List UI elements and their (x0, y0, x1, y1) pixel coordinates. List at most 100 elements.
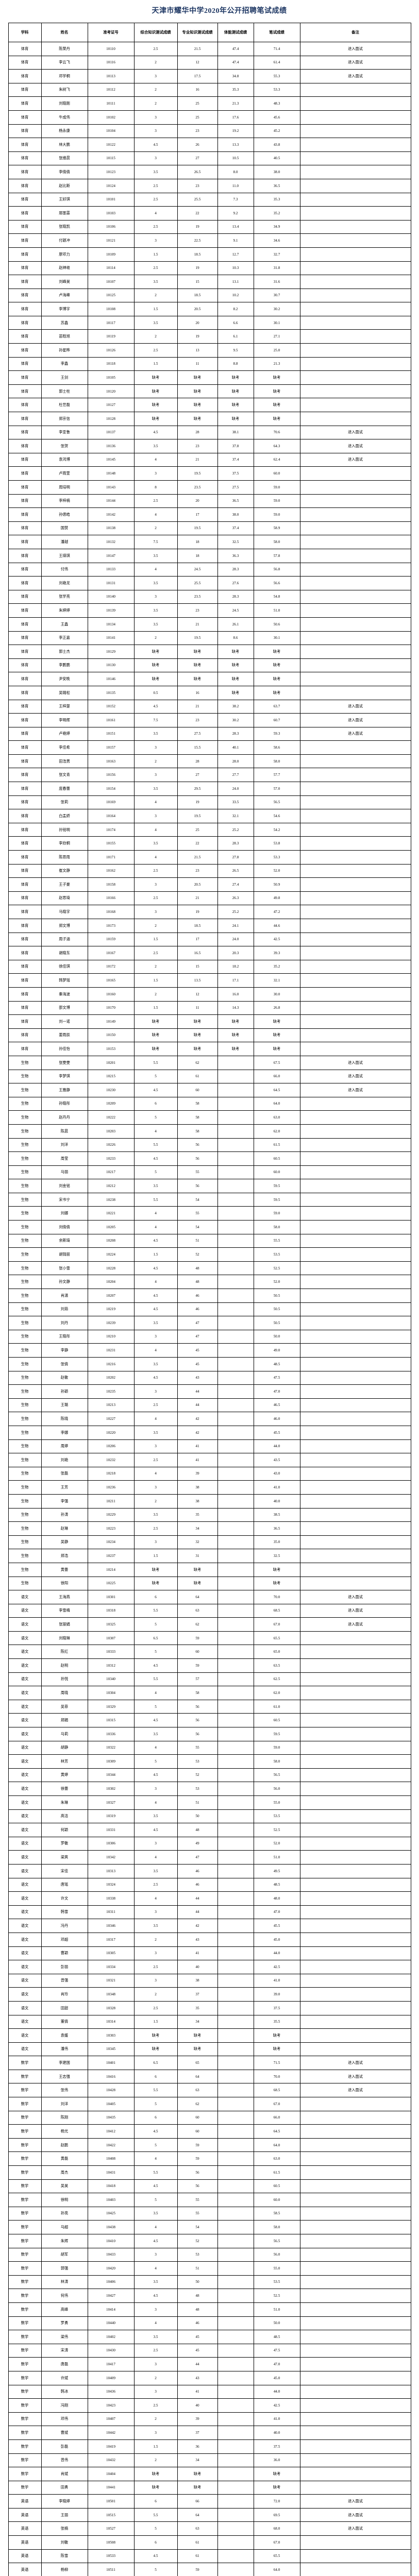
cell-id: 10346 (87, 1919, 135, 1933)
cell-name: 韩梦瑶 (41, 973, 88, 988)
cell-subject: 数学 (8, 2289, 42, 2303)
cell-subject: 体育 (8, 178, 42, 193)
cell-major: 28 (177, 754, 218, 769)
cell-id: 10317 (87, 1932, 135, 1947)
table-row: 体育 朱婷婷 10139 3.5 23 24.5 51.0 (8, 603, 411, 618)
cell-subject: 语文 (8, 1645, 42, 1659)
cell-name: 曹颖 (41, 1946, 88, 1961)
cell-major: 24.5 (177, 562, 218, 577)
cell-name: 林芳 (41, 1754, 88, 1769)
cell-subject: 数学 (8, 2206, 42, 2221)
cell-subject: 语文 (8, 1782, 42, 1796)
cell-name: 曾伟 (41, 2453, 88, 2468)
cell-fitness: 24.1 (217, 919, 254, 933)
cell-major: 缺考 (177, 645, 218, 659)
cell-id: 10237 (87, 1549, 135, 1563)
cell-id: 10155 (87, 836, 135, 851)
table-row: 数学 郭强 10420 4 51 55.0 (8, 2261, 411, 2276)
cell-name: 李梦琪 (41, 1069, 88, 1084)
cell-major: 12 (177, 987, 218, 1002)
cell-note (299, 2261, 411, 2276)
cell-major: 23.5 (177, 589, 218, 604)
cell-name: 杨柳 (41, 2563, 88, 2576)
cell-fitness (217, 1357, 254, 1371)
cell-id: 10165 (87, 973, 135, 988)
cell-note (299, 1507, 411, 1522)
cell-note (299, 1905, 411, 1920)
cell-major: 38 (177, 1480, 218, 1495)
cell-note: 进入面试 (299, 1069, 411, 1084)
cell-name: 袁鸿博 (41, 452, 88, 467)
table-row: 生物 周莹 10233 4.5 56 60.5 (8, 1151, 411, 1166)
table-row: 生物 马丽 10217 5 55 60.0 (8, 1165, 411, 1180)
cell-id: 10402 (87, 2330, 135, 2344)
cell-id: 10226 (87, 1138, 135, 1153)
cell-general: 2 (133, 329, 178, 344)
cell-name: 李晓婷 (41, 2494, 88, 2509)
cell-written: 40.0 (253, 1494, 300, 1509)
cell-note: 进入面试 (299, 1603, 411, 1618)
cell-name: 徐阳 (41, 1576, 88, 1591)
cell-note (299, 1370, 411, 1385)
cell-fitness: 8.8 (217, 357, 254, 371)
cell-note (299, 1576, 411, 1591)
cell-written: 56.5 (253, 1768, 300, 1783)
cell-subject: 体育 (8, 905, 42, 919)
table-row: 数学 许斌 10409 2 43 45.0 (8, 2370, 411, 2385)
cell-note: 进入面试 (299, 69, 411, 83)
cell-major: 18.5 (177, 288, 218, 303)
cell-id: 10201 (87, 1055, 135, 1070)
cell-id: 10138 (87, 521, 135, 536)
cell-name: 陈雪 (41, 2549, 88, 2564)
cell-major: 27 (177, 768, 218, 783)
cell-note (299, 987, 411, 1002)
cell-written: 59.5 (253, 1192, 300, 1207)
cell-id: 10203 (87, 1124, 135, 1139)
table-row: 生物 张磊 10218 4 39 43.0 (8, 1466, 411, 1481)
cell-fitness: 10.3 (217, 261, 254, 276)
cell-written: 52.5 (253, 2289, 300, 2303)
cell-fitness (217, 2151, 254, 2166)
table-header: 学科 姓名 准考证号 综合知识测试成绩 专业知识测试成绩 体能测试成绩 笔试成绩… (8, 23, 411, 42)
cell-name: 赵绅岐 (41, 261, 88, 276)
table-row: 语文 林芳 10309 5 53 58.0 (8, 1754, 411, 1769)
table-row: 数学 唐磊 10417 3 44 47.0 (8, 2357, 411, 2371)
cell-general: 5 (133, 1617, 178, 1632)
cell-major: 56 (177, 1138, 218, 1153)
cell-general: 3.5 (133, 726, 178, 741)
cell-name: 刘金铭 (41, 1179, 88, 1193)
cell-written: 47.0 (253, 1384, 300, 1399)
cell-major: 23 (177, 603, 218, 618)
cell-name: 刘敏 (41, 2535, 88, 2550)
cell-name: 徐佳琪 (41, 959, 88, 974)
cell-id: 10116 (87, 55, 135, 70)
cell-id: 10425 (87, 2206, 135, 2221)
cell-written: 缺考 (253, 398, 300, 413)
cell-written: 55.3 (253, 69, 300, 83)
cell-written: 58.6 (253, 740, 300, 755)
cell-fitness (217, 2480, 254, 2495)
cell-name: 宋书宁 (41, 1192, 88, 1207)
cell-note (299, 2275, 411, 2290)
cell-name: 马丽 (41, 1165, 88, 1180)
cell-note (299, 2138, 411, 2153)
cell-id: 10435 (87, 2110, 135, 2125)
table-row: 语文 胡静 10322 4 55 59.0 (8, 1740, 411, 1755)
table-row: 体育 刘艳龙 10131 3.5 25.5 27.6 56.6 (8, 576, 411, 590)
cell-note (299, 2097, 411, 2111)
cell-fitness (217, 1521, 254, 1536)
cell-subject: 语文 (8, 1919, 42, 1933)
cell-name: 袁媛 (41, 2028, 88, 2043)
cell-written: 缺考 (253, 2467, 300, 2481)
cell-fitness (217, 2549, 254, 2564)
cell-note (299, 2247, 411, 2262)
table-body: 体育 陈荣丹 10110 2.5 21.5 47.4 71.4 进入面试 体育 李云飞 10116 2… (8, 42, 411, 2576)
cell-name: 张文青 (41, 768, 88, 783)
cell-name: 尹安昳 (41, 672, 88, 686)
cell-major: 43 (177, 1370, 218, 1385)
cell-general: 3 (133, 768, 178, 783)
cell-name: 李亚鲁 (41, 425, 88, 440)
cell-note (299, 151, 411, 166)
cell-subject: 语文 (8, 1672, 42, 1687)
cell-note (299, 1645, 411, 1659)
